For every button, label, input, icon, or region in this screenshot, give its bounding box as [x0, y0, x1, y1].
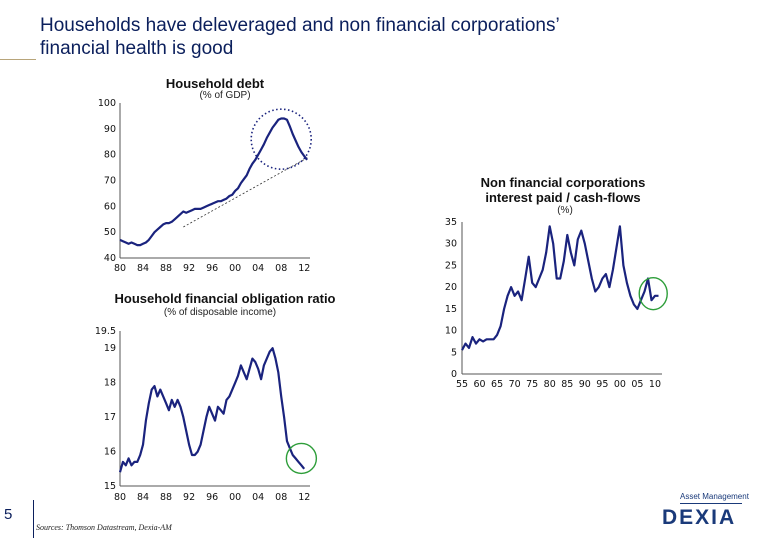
dexia-logo: Asset Management DEXIA — [660, 492, 770, 532]
chart1-ytick-label: 40 — [104, 253, 116, 264]
page-number: 5 — [4, 506, 13, 523]
chart2-ytick-label: 19 — [104, 343, 116, 354]
chart3-title-line2: interest paid / cash-flows — [485, 190, 641, 205]
chart3-ytick-label: 20 — [445, 282, 457, 293]
chart1-xtick-label: 92 — [183, 263, 195, 274]
title-rule — [0, 59, 36, 60]
chart2-ytick-label: 15 — [104, 481, 116, 492]
chart3-highlight-circle — [638, 276, 668, 311]
chart2-xtick-label: 08 — [275, 492, 287, 503]
chart1-xtick-label: 80 — [114, 263, 126, 274]
chart3-xtick-label: 60 — [473, 379, 485, 390]
chart1-ytick-label: 60 — [104, 201, 116, 212]
chart3-ytick-label: 0 — [451, 369, 457, 380]
chart2-xtick-label: 92 — [183, 492, 195, 503]
chart3-subtitle: (%) — [557, 205, 573, 216]
chart1-series-line — [119, 117, 308, 247]
logo-tagline: Asset Management — [680, 492, 749, 501]
chart3-xtick-label: 05 — [631, 379, 643, 390]
chart3-xtick-label: 70 — [509, 379, 521, 390]
chart2-xtick-label: 00 — [229, 492, 241, 503]
chart3-xtick-label: 55 — [456, 379, 468, 390]
chart1-xtick-label: 08 — [275, 263, 287, 274]
chart3-title: Non financial corporations interest paid… — [458, 175, 668, 205]
chart2-ytick-label: 18 — [104, 378, 116, 389]
chart3-series-line — [461, 225, 659, 351]
chart1-xtick-label: 12 — [298, 263, 310, 274]
chart3-ytick-label: 25 — [445, 260, 457, 271]
chart2-xtick-label: 80 — [114, 492, 126, 503]
chart2-xtick-label: 04 — [252, 492, 264, 503]
chart1-xtick-label: 88 — [160, 263, 172, 274]
chart2-highlight-circle — [285, 442, 318, 475]
chart3-ytick-label: 35 — [445, 217, 457, 228]
chart1-ytick-label: 70 — [104, 176, 116, 187]
chart1-trendline — [183, 156, 309, 228]
chart2-ytick-label: 16 — [104, 447, 116, 458]
chart1-xtick-label: 00 — [229, 263, 241, 274]
chart3-xtick-label: 90 — [579, 379, 591, 390]
chart2-ytick-label: 19.5 — [95, 326, 116, 337]
chart3-xtick-label: 65 — [491, 379, 503, 390]
page-title: Households have deleveraged and non fina… — [40, 14, 720, 60]
chart2-ytick-label: 17 — [104, 412, 116, 423]
chart1-xtick-label: 84 — [137, 263, 149, 274]
chart2-xtick-label: 88 — [160, 492, 172, 503]
logo-wordmark: DEXIA — [662, 506, 737, 529]
chart1-ytick-label: 50 — [104, 227, 116, 238]
chart2-title: Household financial obligation ratio — [114, 291, 336, 306]
chart2-xtick-label: 84 — [137, 492, 149, 503]
chart2-xtick-label: 12 — [298, 492, 310, 503]
chart3-ytick-label: 5 — [451, 347, 457, 358]
chart2-series-line — [118, 347, 306, 473]
sources-note: Sources: Thomson Datastream, Dexia-AM — [36, 523, 172, 532]
chart3-xtick-label: 85 — [561, 379, 573, 390]
chart1-subtitle: (% of GDP) — [199, 90, 251, 101]
chart1-title: Household debt — [165, 76, 265, 91]
page-title-line2: financial health is good — [40, 38, 234, 59]
chart3-ytick-label: 10 — [445, 326, 457, 337]
chart1-highlight-circle — [250, 108, 313, 170]
chart1-xtick-label: 04 — [252, 263, 264, 274]
chart3-xtick-label: 75 — [526, 379, 538, 390]
chart3-title-line1: Non financial corporations — [480, 175, 646, 190]
chart1-xtick-label: 96 — [206, 263, 218, 274]
chart1-ytick-label: 100 — [98, 98, 116, 109]
chart3-xtick-label: 00 — [614, 379, 626, 390]
chart3-xtick-label: 10 — [649, 379, 661, 390]
chart2-xtick-label: 96 — [206, 492, 218, 503]
page-title-line1: Households have deleveraged and non fina… — [40, 15, 560, 36]
chart3-xtick-label: 95 — [596, 379, 608, 390]
chart3-ytick-label: 15 — [445, 304, 457, 315]
chart3-ytick-label: 30 — [445, 239, 457, 250]
chart1-ytick-label: 90 — [104, 124, 116, 135]
page-number-rule — [33, 500, 34, 538]
chart1-ytick-label: 80 — [104, 150, 116, 161]
chart3-xtick-label: 80 — [544, 379, 556, 390]
chart2-subtitle: (% of disposable income) — [163, 307, 277, 318]
logo-rule — [680, 503, 742, 504]
